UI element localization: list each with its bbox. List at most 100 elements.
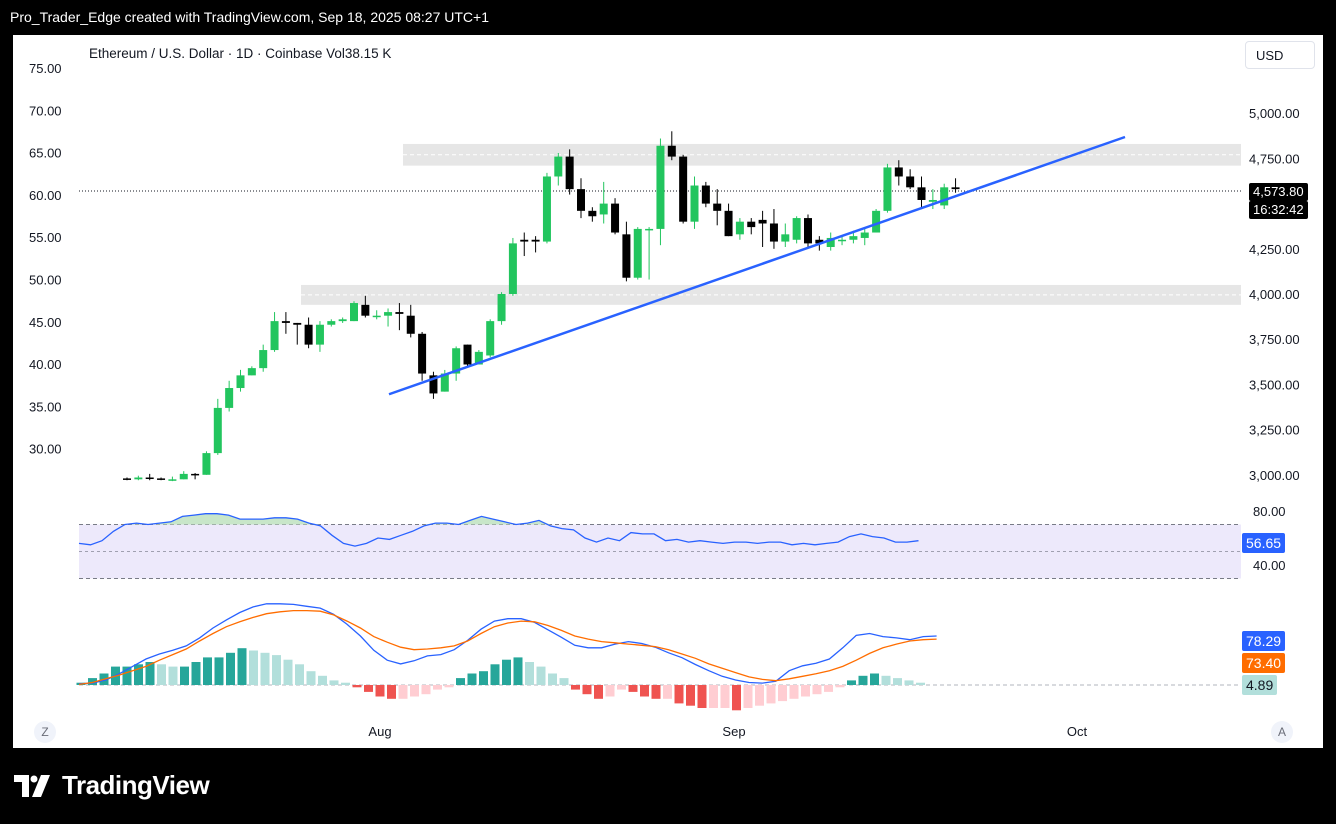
candle-body [440, 373, 449, 392]
macd-histogram-bar [847, 680, 856, 685]
rsi-axis-tick-label: 80.00 [1253, 504, 1286, 519]
candle-body [940, 187, 949, 206]
rsi-overbought-fill [79, 513, 919, 525]
candle-body [247, 368, 256, 376]
candle-body [656, 145, 665, 229]
candle-body [917, 187, 926, 200]
chart-panel[interactable]: 5,000.004,750.004,500.004,250.004,000.00… [13, 35, 1323, 748]
time-axis-label: Aug [368, 724, 391, 739]
macd-histogram-bar [732, 685, 741, 711]
resistance-zone [403, 143, 1241, 166]
candle-body [236, 375, 245, 389]
macd-histogram-bar [651, 685, 661, 699]
candle-body [395, 312, 404, 314]
candle-body [452, 348, 461, 374]
macd-histogram-bar [502, 659, 511, 685]
candle-body [951, 187, 960, 190]
macd-histogram-bar [237, 648, 247, 685]
macd-histogram-bar [709, 685, 718, 708]
macd-histogram-bar [755, 685, 764, 706]
macd-histogram-bar [858, 675, 868, 685]
candle-body [191, 473, 200, 476]
macd-histogram-bar [605, 685, 615, 697]
candle-body [179, 473, 188, 480]
macd-line-tag: 78.29 [1242, 631, 1286, 651]
macd-histogram-bar [881, 675, 891, 685]
left-axis-tick-label: 55.00 [29, 230, 62, 245]
candle-body [429, 375, 438, 394]
macd-histogram-bar [387, 685, 396, 699]
candle-body [145, 477, 154, 480]
macd-histogram-bar [536, 666, 546, 685]
macd-histogram-bar [571, 685, 580, 690]
candle-body [134, 477, 143, 480]
candle-body [690, 185, 699, 222]
macd-histogram-bar [916, 682, 925, 685]
macd-histogram-bar [272, 655, 281, 685]
macd-histogram-bar [157, 664, 166, 685]
candle-body [758, 219, 767, 224]
auto-scale-button[interactable]: A [1271, 721, 1293, 743]
macd-histogram-bar [260, 652, 270, 685]
macd-histogram-bar [191, 662, 201, 685]
macd-histogram-bar [893, 678, 902, 685]
macd-hist-tag: 4.89 [1242, 675, 1278, 695]
macd-histogram-bar [421, 685, 431, 695]
macd-histogram-bar [295, 664, 304, 685]
candle-body [826, 237, 835, 247]
candle-body [338, 319, 347, 322]
candle-body [384, 312, 393, 316]
macd-histogram-bar [214, 657, 224, 685]
left-axis-tick-label: 70.00 [29, 103, 62, 118]
candle-body [804, 218, 812, 244]
candle-body [906, 176, 915, 188]
left-axis-tick-label: 65.00 [29, 146, 62, 161]
macd-histogram-bar [904, 680, 914, 685]
candle-body [213, 407, 222, 454]
macd-histogram-bar [720, 685, 730, 708]
price-axis-tick-label: 3,500.00 [1249, 377, 1300, 392]
candle-body [259, 350, 268, 369]
macd-histogram-bar [617, 685, 626, 690]
candle-body [157, 478, 166, 480]
candle-body [508, 243, 517, 294]
candle-body [315, 324, 324, 345]
macd-histogram-bar [548, 673, 557, 685]
candle-body [304, 324, 313, 345]
macd-histogram-bar [375, 685, 385, 697]
candle-body [270, 321, 279, 351]
candle-body [633, 228, 642, 278]
candle-body [361, 304, 370, 316]
macd-histogram-bar [226, 652, 235, 685]
candle-body [168, 479, 177, 481]
chart-canvas[interactable]: 5,000.004,750.004,500.004,250.004,000.00… [13, 35, 1323, 748]
candle-body [713, 203, 722, 211]
time-axis-label: Sep [722, 724, 745, 739]
candle-body [293, 322, 302, 325]
macd-histogram-bar [341, 682, 350, 685]
candle-body [418, 333, 427, 374]
macd-histogram-bar [559, 678, 569, 685]
candle-body [849, 236, 858, 240]
left-axis-tick-label: 35.00 [29, 399, 62, 414]
candle-body [486, 321, 495, 356]
macd-histogram-bar [249, 650, 258, 685]
macd-histogram-bar [824, 685, 833, 692]
candle-body [497, 294, 506, 322]
macd-histogram-bar [88, 678, 97, 685]
candle-body [701, 185, 710, 204]
scroll-left-button[interactable]: Z [34, 721, 56, 743]
left-axis-tick-label: 30.00 [29, 442, 62, 457]
candle-body [724, 210, 733, 237]
countdown-tag: 16:32:42 [1249, 201, 1308, 219]
macd-histogram-bar [398, 685, 408, 699]
candle-body [350, 303, 358, 322]
currency-button[interactable]: USD [1245, 41, 1315, 69]
macd-histogram-bar [686, 685, 695, 706]
time-axis-label: Oct [1067, 724, 1088, 739]
candle-body [747, 221, 756, 228]
macd-histogram-bar [329, 680, 339, 685]
macd-histogram-bar [168, 666, 178, 685]
macd-histogram-bar [870, 673, 879, 685]
price-axis-tick-label: 3,250.00 [1249, 423, 1300, 438]
